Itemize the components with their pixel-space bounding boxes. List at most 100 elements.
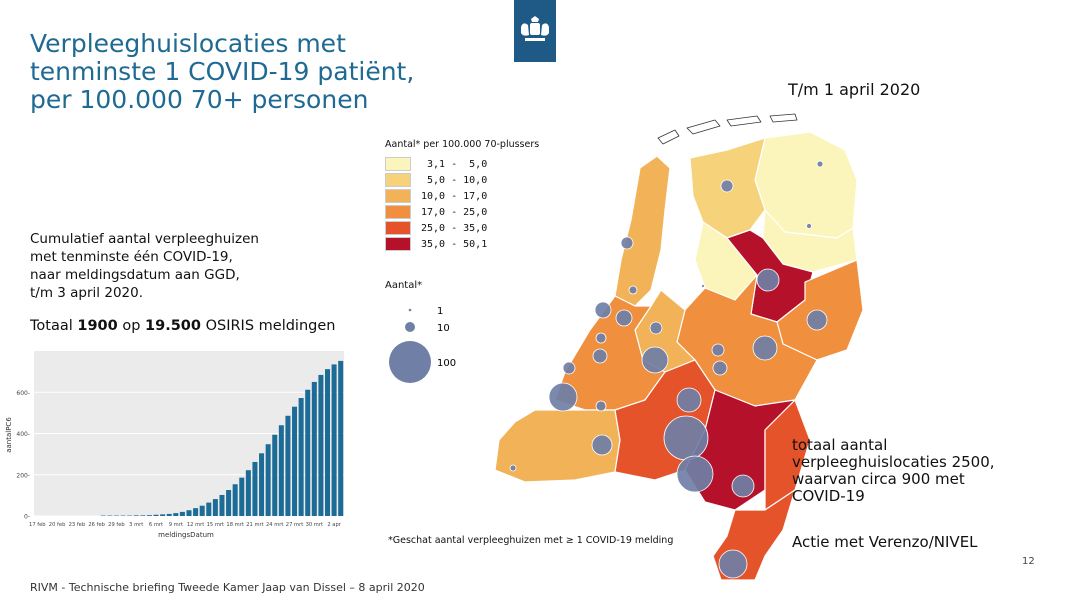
size-legend-label: 1 (437, 306, 443, 317)
total-count: 1900 (77, 318, 118, 334)
bar (325, 369, 331, 516)
total-reports: 19.500 (145, 318, 201, 334)
legend-swatch (385, 221, 411, 235)
bar (186, 510, 192, 516)
bar (278, 425, 284, 516)
bar (173, 513, 179, 516)
wadden-island (726, 115, 762, 127)
bubble (562, 361, 576, 375)
action-note: Actie met Verenzo/NIVEL (792, 533, 978, 551)
bubble (731, 474, 755, 498)
size-legend-title: Aantal* (385, 280, 423, 291)
bar (331, 364, 337, 516)
legend-swatch (385, 157, 411, 171)
description-line: Cumulatief aantal verpleeghuizen (30, 231, 259, 247)
bubble (620, 236, 634, 250)
bubble (752, 335, 778, 361)
size-legend-dot-large (389, 341, 431, 383)
cumulative-description: Cumulatief aantal verpleeghuizen met ten… (30, 230, 259, 302)
bubble (718, 549, 748, 579)
legend-item: 17,0 - 25,0 (385, 204, 487, 220)
bar (226, 490, 232, 516)
x-tick-label: 23 feb (69, 522, 86, 528)
size-legend-label: 10 (437, 323, 450, 334)
bubble (628, 285, 638, 295)
slide-footer: RIVM - Technische briefing Tweede Kamer … (30, 581, 425, 594)
netherlands-map (494, 113, 864, 581)
bar (265, 444, 271, 516)
title-line: per 100.000 70+ personen (30, 85, 369, 114)
legend-item: 25,0 - 35,0 (385, 220, 487, 236)
bar (285, 415, 291, 516)
wadden-island (769, 113, 798, 123)
bubble (595, 332, 607, 344)
y-tick-label: 600- (16, 390, 30, 397)
bar (146, 515, 152, 517)
bar (179, 511, 185, 517)
size-legend-label: 100 (437, 358, 456, 369)
y-axis-label: aantalPC6 (5, 417, 13, 453)
bar (206, 502, 212, 516)
bar (212, 499, 218, 516)
bubble (712, 360, 728, 376)
date-label: T/m 1 april 2020 (788, 80, 921, 99)
legend-label: 35,0 - 50,1 (421, 238, 488, 250)
bar (232, 484, 238, 516)
slide-title: Verpleeghuislocaties met tenminste 1 COV… (30, 30, 470, 114)
bar (140, 515, 146, 516)
x-tick-label: 3 mrt (129, 522, 143, 528)
bar (133, 515, 139, 516)
legend-item: 35,0 - 50,1 (385, 236, 487, 252)
cumulative-bar-chart: 0-200-400-600- 17 feb 20 feb 23 feb 26 feb 2… (0, 345, 350, 545)
bubble (615, 309, 633, 327)
bar (160, 514, 166, 516)
bar (193, 508, 199, 516)
bar (298, 398, 304, 516)
bubble (595, 400, 607, 412)
legend-label: 17,0 - 25,0 (421, 206, 488, 218)
x-tick-label: 15 mrt (207, 522, 224, 528)
x-tick-label: 21 mrt (246, 522, 263, 528)
bar (305, 389, 311, 516)
bar (311, 381, 317, 516)
legend-item: 5,0 - 10,0 (385, 172, 487, 188)
bubble (641, 346, 669, 374)
y-tick-label: 400- (16, 431, 30, 438)
x-tick-label: 20 feb (49, 522, 66, 528)
summary-line: waarvan circa 900 met (792, 470, 965, 488)
government-logo (514, 0, 556, 62)
summary-line: verpleeghuislocaties 2500, (792, 453, 995, 471)
description-line: t/m 3 april 2020. (30, 285, 143, 301)
legend-swatch (385, 205, 411, 219)
legend-title: Aantal* per 100.000 70-plussers (385, 139, 540, 150)
bubble (649, 321, 663, 335)
bubble (548, 382, 578, 412)
y-tick-label: 200- (16, 472, 30, 479)
title-line: tenminste 1 COVID-19 patiënt, (30, 57, 415, 86)
legend-label: 3,1 - 5,0 (421, 158, 488, 170)
bubble (720, 179, 734, 193)
bar (219, 494, 225, 516)
bubble (509, 464, 517, 472)
size-legend: 1 10 100 (389, 306, 456, 383)
bubble (594, 301, 612, 319)
x-tick-label: 29 feb (108, 522, 125, 528)
bar (199, 505, 205, 516)
legend-label: 10,0 - 17,0 (421, 190, 488, 202)
legend-item: 10,0 - 17,0 (385, 188, 487, 204)
color-legend: 3,1 - 5,0 5,0 - 10,0 10,0 - 17,0 17,0 - … (385, 156, 487, 252)
x-axis-label: meldingsDatum (158, 531, 214, 539)
x-tick-label: 24 mrt (266, 522, 283, 528)
bar (318, 374, 324, 516)
page-number: 12 (1022, 556, 1035, 567)
summary-line: COVID-19 (792, 487, 865, 505)
x-tick-label: 30 mrt (306, 522, 323, 528)
bar (272, 434, 278, 516)
wadden-island (657, 129, 680, 145)
legend-label: 25,0 - 35,0 (421, 222, 488, 234)
x-tick-label: 12 mrt (187, 522, 204, 528)
region-zeeland (494, 409, 621, 483)
map-footnote: *Geschat aantal verpleeghuizen met ≥ 1 C… (388, 535, 674, 546)
x-tick-label: 2 apr (327, 522, 341, 528)
summary-line: totaal aantal (792, 436, 888, 454)
